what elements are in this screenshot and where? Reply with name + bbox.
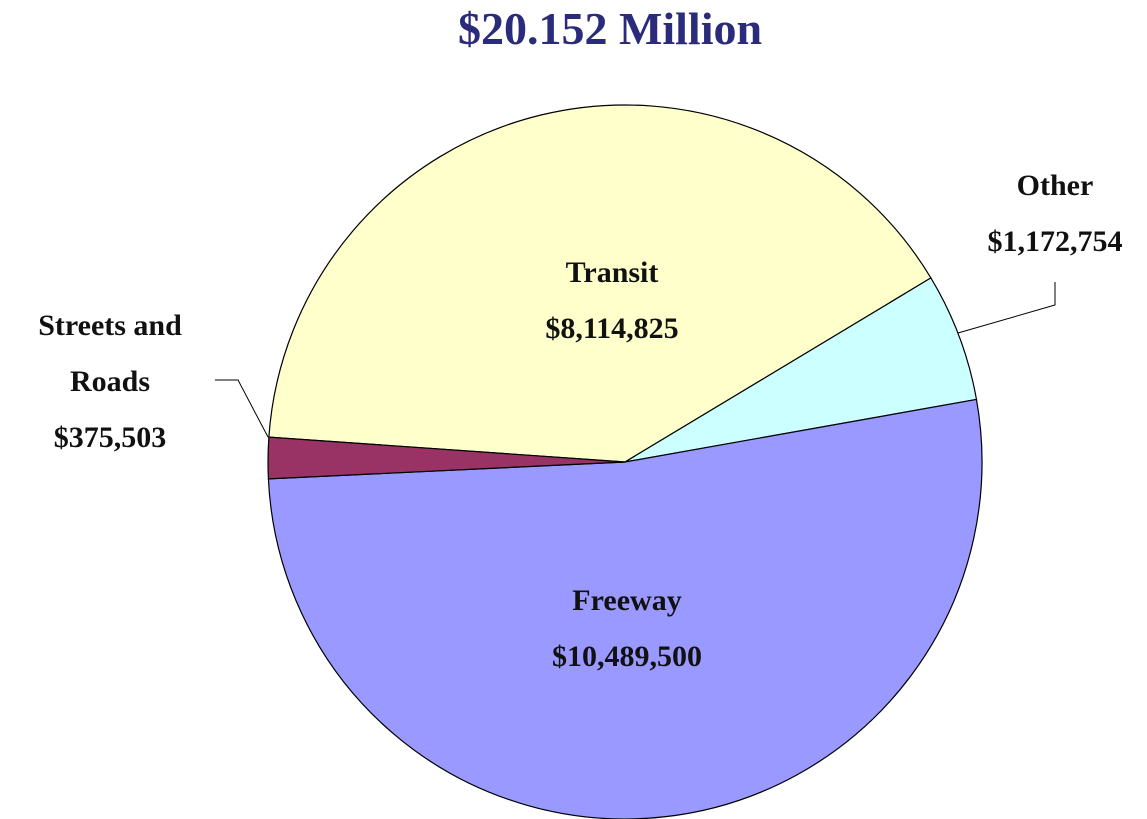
- pie-slice: [267, 436, 626, 480]
- pie-slice: [624, 277, 978, 463]
- slice-label: Streets and Roads $375,503: [0, 298, 225, 466]
- pie-slice: [268, 104, 932, 463]
- value-label: $10,489,500: [552, 640, 702, 673]
- category-label: Other: [1016, 169, 1094, 202]
- slice-label: Transit $8,114,825: [462, 245, 762, 357]
- value-label: $375,503: [53, 421, 167, 454]
- chart-title: $20.152 Million: [457, 3, 763, 54]
- slice-label: Other $1,172,754: [955, 158, 1147, 270]
- value-label: $1,172,754: [987, 225, 1123, 258]
- category-label: Freeway: [572, 584, 682, 617]
- pie-slice: [267, 398, 983, 819]
- leader-line: [215, 379, 269, 438]
- value-label: $8,114,825: [545, 312, 679, 345]
- slice-label: Freeway $10,489,500: [477, 573, 777, 685]
- category-label: Streets and Roads: [38, 309, 182, 398]
- leader-line: [957, 282, 1056, 334]
- category-label: Transit: [565, 256, 659, 289]
